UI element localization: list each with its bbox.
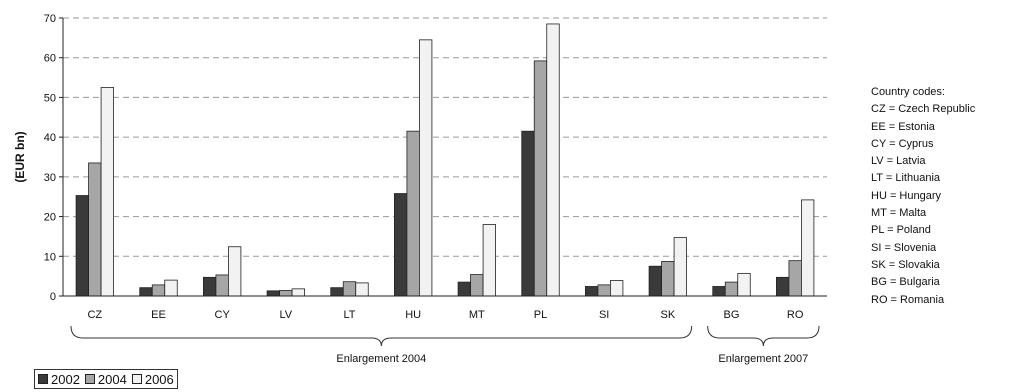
bar-ro-2002 [776,276,790,297]
y-tick-labels: 0 10 20 30 40 50 60 70 [44,13,56,303]
bar-sk-2006 [673,237,687,297]
bar-ee-2004 [151,284,166,297]
bar-ro-2006 [801,199,815,297]
legend-label: 2006 [144,371,174,387]
legend-label: 2004 [97,371,127,387]
bar-sk-2002 [648,265,662,297]
bar-bg-2002 [712,286,726,297]
bar-ee-2006 [164,279,178,297]
bar-bg-2004 [724,281,739,297]
bar-pl-2006 [546,23,560,297]
bar-cz-2002 [75,195,89,297]
country-code-entry: LT = Lithuania [871,172,941,185]
bar-lt-2002 [330,287,344,297]
x-tick-label: RO [787,309,804,321]
bar-ee-2002 [139,287,153,297]
country-code-entry: RO = Romania [871,293,945,306]
legend-item-2004: 2004 [84,371,127,387]
bar-hu-2004 [406,130,420,297]
x-tick-label: PL [534,309,547,321]
country-code-entry: BG = Bulgaria [871,276,940,289]
country-code-entry: MT = Malta [871,207,927,220]
country-code-entry: EE = Estonia [871,120,935,133]
bar-lv-2002 [266,290,280,297]
bar-hu-2002 [394,193,408,297]
group-brace [70,325,693,347]
legend-swatch-2004 [84,374,95,384]
group-braces: Enlargement 2004 Enlargement 2007 [70,325,820,365]
legend: 2002 2004 2006 [34,369,178,389]
bar-cy-2002 [203,276,217,297]
bar-lt-2006 [355,282,369,297]
bar-mt-2002 [457,281,471,297]
country-codes-title: Country codes: [871,86,945,98]
y-tick-label: 60 [44,53,56,65]
y-tick-label: 30 [44,172,56,184]
country-code-entry: CZ = Czech Republic [871,103,976,116]
y-tick-label: 50 [44,92,56,104]
bar-cz-2006 [100,87,114,297]
x-tick-label: LV [280,309,293,321]
bar-lv-2004 [279,290,293,297]
legend-swatch-2002 [38,374,48,384]
legend-swatch-2006 [131,374,142,384]
x-tick-label: MT [469,309,485,321]
bar-pl-2004 [533,60,548,297]
bar-lt-2004 [342,281,357,297]
bar-pl-2002 [521,130,535,297]
y-tick-label: 70 [44,13,56,25]
bar-cy-2004 [215,274,229,297]
bar-si-2004 [597,284,611,297]
bar-cz-2004 [88,162,102,297]
axes [59,17,827,297]
country-code-entry: LV = Latvia [871,155,926,168]
x-tick-labels: CZ EE CY LV LT HU MT PL SI SK BG RO [87,309,803,321]
legend-item-2002: 2002 [38,372,80,387]
group-brace [707,325,820,347]
y-axis-label: (EUR bn) [13,131,27,182]
country-code-entry: HU = Hungary [871,189,942,202]
bar-mt-2006 [482,224,496,297]
x-tick-label: CY [215,309,231,321]
country-code-entry: PL = Poland [871,224,931,237]
bar-lv-2006 [291,288,305,297]
bar-cy-2006 [228,246,242,297]
bars [75,23,815,297]
x-tick-label: SI [599,309,609,321]
x-tick-label: BG [724,309,740,321]
x-tick-label: HU [405,309,421,321]
y-tick-label: 40 [44,132,56,144]
x-tick-label: LT [343,309,355,321]
group-label: Enlargement 2007 [718,353,808,365]
country-code-entry: SK = Slovakia [871,258,940,271]
bar-mt-2004 [470,274,484,297]
x-tick-label: CZ [87,309,102,321]
bar-ro-2004 [788,260,802,297]
x-tick-label: SK [660,309,675,321]
country-codes-key: Country codes: CZ = Czech Republic EE = … [871,84,975,309]
y-tick-label: 10 [44,251,56,263]
country-code-entry: SI = Slovenia [871,241,937,254]
bar-si-2002 [585,286,599,297]
group-label: Enlargement 2004 [336,353,426,365]
x-tick-label: EE [151,309,166,321]
bar-hu-2006 [419,39,433,297]
country-code-entry: CY = Cyprus [871,137,934,150]
bar-bg-2006 [737,272,751,297]
y-tick-label: 20 [44,212,56,224]
legend-item-2006: 2006 [131,371,174,387]
bar-si-2006 [610,280,624,297]
y-tick-label: 0 [50,291,56,303]
legend-label: 2002 [51,371,80,387]
grid-lines [63,17,827,257]
bar-sk-2004 [661,261,675,297]
